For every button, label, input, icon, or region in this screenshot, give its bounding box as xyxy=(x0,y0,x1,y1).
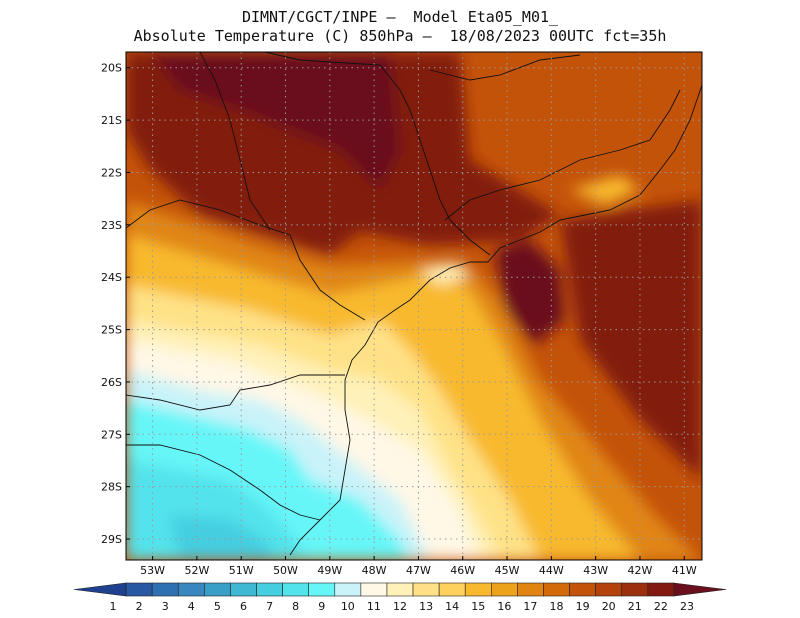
colorbar-label: 5 xyxy=(214,600,221,613)
state-border-6 xyxy=(199,52,271,231)
lat-label: 27S xyxy=(101,428,122,441)
field-warm-pocket-1 xyxy=(570,175,640,205)
lon-label: 48W xyxy=(362,564,387,577)
colorbar-swatch xyxy=(569,582,596,597)
lat-label: 20S xyxy=(101,62,122,75)
colorbar-label: 3 xyxy=(162,600,169,613)
lon-label: 52W xyxy=(184,564,209,577)
lon-label: 47W xyxy=(406,564,431,577)
colorbar-label: 20 xyxy=(602,600,616,613)
colorbar-swatch xyxy=(412,582,440,597)
lat-label: 23S xyxy=(101,219,122,232)
colorbar-label: 22 xyxy=(654,600,668,613)
graticule xyxy=(126,52,702,560)
map-frame xyxy=(125,51,703,561)
latitude-labels: 20S 21S 22S 23S 24S 25S 26S 27S 28S 29S xyxy=(101,62,130,546)
colorbar-label: 18 xyxy=(550,600,564,613)
colorbar-swatch xyxy=(464,582,492,597)
colorbar-swatch xyxy=(595,582,623,597)
colorbar-label: 2 xyxy=(136,600,143,613)
colorbar-label: 13 xyxy=(419,600,433,613)
field-hottest-core xyxy=(150,52,400,190)
colorbar-swatch xyxy=(543,582,570,597)
colorbar-swatch xyxy=(621,582,649,597)
longitude-labels: 53W 52W 51W 50W 49W 48W 47W 46W 45W 44W 43W 42W 41W xyxy=(140,556,697,577)
lat-label: 29S xyxy=(101,533,122,546)
colorbar-swatch xyxy=(647,582,675,597)
boundaries xyxy=(126,52,702,556)
colorbar-arrow-low xyxy=(73,582,127,597)
temperature-field xyxy=(126,52,702,560)
colorbar-swatch xyxy=(230,582,257,597)
state-border-5 xyxy=(444,89,681,221)
colorbar: 1 2 3 4 5 6 7 8 9 10 11 12 13 14 15 16 17 18 19 20 21 22 23 xyxy=(73,582,727,613)
colorbar-label: 23 xyxy=(680,600,694,613)
colorbar-label: 10 xyxy=(341,600,355,613)
lat-label: 22S xyxy=(101,166,122,179)
colorbar-swatch xyxy=(204,582,231,597)
colorbar-swatch xyxy=(282,582,309,597)
lat-label: 21S xyxy=(101,114,122,127)
colorbar-label: 8 xyxy=(292,600,299,613)
colorbar-swatch xyxy=(177,582,205,597)
colorbar-label: 15 xyxy=(471,600,485,613)
lat-label: 26S xyxy=(101,376,122,389)
colorbar-label: 4 xyxy=(188,600,195,613)
colorbar-swatch xyxy=(334,582,362,597)
lon-label: 51W xyxy=(229,564,254,577)
lat-label: 24S xyxy=(101,271,122,284)
lon-label: 42W xyxy=(628,564,653,577)
colorbar-swatch xyxy=(256,582,283,597)
colorbar-swatch xyxy=(360,582,388,597)
colorbar-swatch xyxy=(517,582,544,597)
colorbar-swatch xyxy=(386,582,414,597)
lon-label: 53W xyxy=(140,564,165,577)
colorbar-swatch xyxy=(491,582,518,597)
coastline xyxy=(289,84,702,556)
lon-label: 43W xyxy=(583,564,608,577)
field-cool-blue xyxy=(170,515,270,560)
colorbar-label: 17 xyxy=(523,600,537,613)
field-warm-pocket-2 xyxy=(420,262,470,285)
colorbar-label: 1 xyxy=(110,600,117,613)
chart-subtitle: Absolute Temperature (C) 850hPa – 18/08/… xyxy=(133,27,667,45)
colorbar-label: 14 xyxy=(445,600,459,613)
colorbar-label: 6 xyxy=(240,600,247,613)
colorbar-swatch xyxy=(308,582,336,597)
colorbar-swatch xyxy=(151,582,179,597)
lon-label: 44W xyxy=(539,564,564,577)
field-hot-spot-sea xyxy=(495,240,565,345)
colorbar-label: 9 xyxy=(318,600,325,613)
colorbar-label: 16 xyxy=(497,600,511,613)
colorbar-label: 19 xyxy=(576,600,590,613)
colorbar-label: 7 xyxy=(266,600,273,613)
state-border-3 xyxy=(126,444,321,521)
lat-label: 25S xyxy=(101,324,122,337)
lon-label: 45W xyxy=(495,564,520,577)
colorbar-arrow-high xyxy=(673,582,727,597)
lon-label: 49W xyxy=(317,564,342,577)
field-hot-east xyxy=(560,200,702,480)
lon-label: 41W xyxy=(672,564,697,577)
colorbar-label: 21 xyxy=(628,600,642,613)
state-border-4 xyxy=(264,52,491,256)
lon-label: 50W xyxy=(273,564,298,577)
colorbar-label: 12 xyxy=(393,600,407,613)
chart-title: DIMNT/CGCT/INPE – Model Eta05_M01_ xyxy=(241,8,559,26)
colorbar-label: 11 xyxy=(367,600,381,613)
state-border-2 xyxy=(126,374,345,411)
field-cool-cyan xyxy=(126,460,300,560)
lat-label: 28S xyxy=(101,481,122,494)
state-border-7 xyxy=(429,54,581,81)
colorbar-swatch xyxy=(438,582,466,597)
state-border-1 xyxy=(126,199,366,321)
colorbar-swatch xyxy=(125,582,153,597)
lon-label: 46W xyxy=(450,564,475,577)
